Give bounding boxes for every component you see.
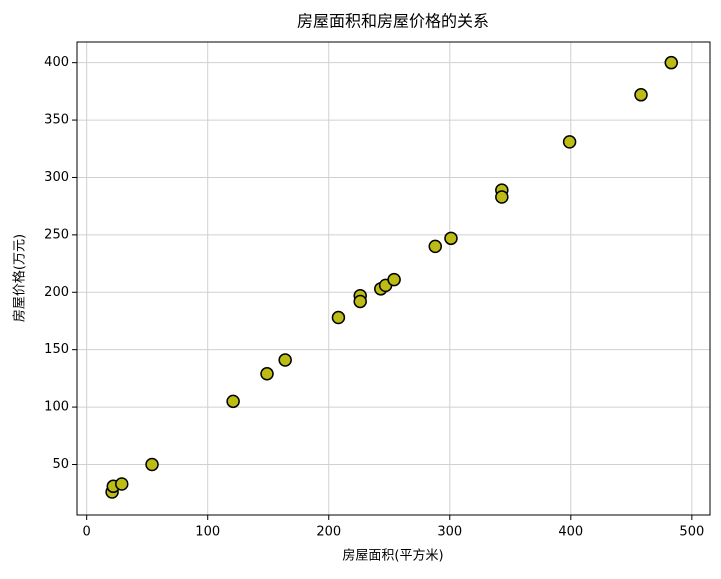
point: [495, 190, 509, 204]
y-tick-label: 200: [44, 285, 69, 300]
point: [428, 239, 443, 254]
point: [444, 231, 458, 246]
y-axis-label: 房屋价格(万元): [12, 234, 28, 322]
point: [115, 477, 129, 491]
x-tick-label: 300: [437, 525, 462, 540]
y-tick-label: 300: [44, 170, 69, 185]
plot-frame: [76, 41, 711, 516]
x-tick-label: 500: [679, 525, 704, 540]
point: [260, 367, 274, 381]
y-tick-label: 350: [44, 113, 69, 128]
x-tick-label: 200: [316, 525, 341, 540]
point: [634, 88, 648, 102]
x-axis-label: 房屋面积(平方米): [342, 548, 443, 564]
point: [278, 353, 292, 367]
y-tick-label: 250: [44, 227, 69, 242]
x-tick-label: 400: [558, 525, 583, 540]
point: [353, 294, 367, 309]
y-tick-label: 400: [44, 55, 69, 70]
y-tick-label: 50: [52, 457, 69, 472]
x-tick-label: 100: [195, 525, 220, 540]
point: [145, 457, 159, 472]
y-tick-label: 150: [44, 342, 69, 357]
y-tick-label: 100: [44, 400, 69, 415]
point: [664, 55, 679, 70]
point: [562, 135, 577, 149]
x-tick-label: 0: [83, 525, 91, 540]
point: [226, 394, 240, 409]
chart-title: 房屋面积和房屋价格的关系: [297, 12, 489, 31]
point: [387, 272, 401, 287]
point: [331, 310, 346, 325]
